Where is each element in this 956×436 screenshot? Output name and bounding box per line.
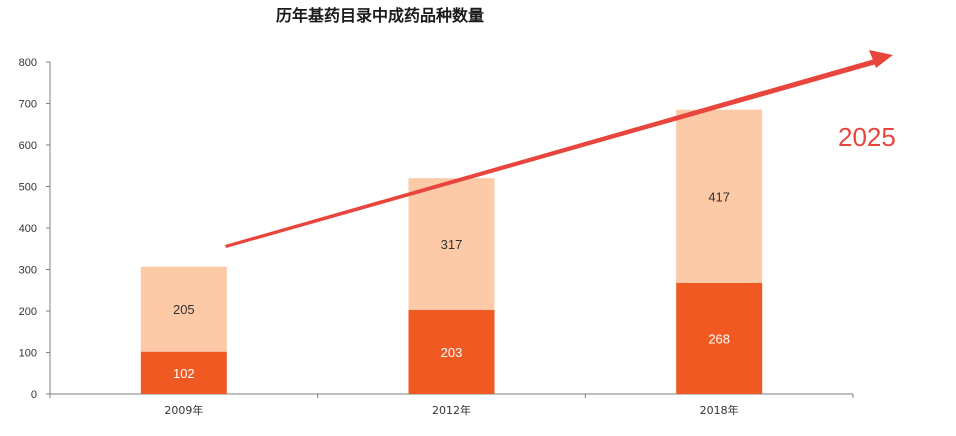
data-label: 205	[173, 302, 195, 317]
data-label: 268	[708, 331, 730, 346]
y-tick-label: 400	[19, 223, 37, 235]
bar-segment-upper	[408, 178, 495, 310]
y-tick-label: 300	[19, 265, 37, 277]
chart-title: 历年基药目录中成药品种数量	[275, 6, 484, 25]
bar-segment-lower	[408, 309, 495, 394]
annotation-label: 2025	[838, 122, 896, 152]
x-tick-label: 2009年	[164, 403, 203, 417]
y-tick-label: 700	[19, 99, 37, 111]
trend-arrow-head	[869, 50, 893, 68]
bar-segment-lower	[676, 282, 763, 394]
x-tick-label: 2012年	[432, 403, 471, 417]
y-tick-label: 800	[19, 57, 37, 69]
bar-segment-upper	[140, 266, 227, 352]
data-label: 102	[173, 366, 195, 381]
bar-segment-lower	[140, 351, 227, 394]
y-tick-label: 0	[31, 389, 37, 401]
bar-segment-upper	[676, 109, 763, 283]
y-tick-label: 100	[19, 348, 37, 360]
data-label: 317	[441, 237, 463, 252]
data-label: 203	[441, 345, 463, 360]
x-tick-label: 2018年	[700, 403, 739, 417]
y-tick-label: 600	[19, 140, 37, 152]
y-tick-label: 500	[19, 182, 37, 194]
trend-arrow-shaft	[225, 58, 880, 248]
y-tick-label: 200	[19, 306, 37, 318]
data-label: 417	[708, 189, 730, 204]
